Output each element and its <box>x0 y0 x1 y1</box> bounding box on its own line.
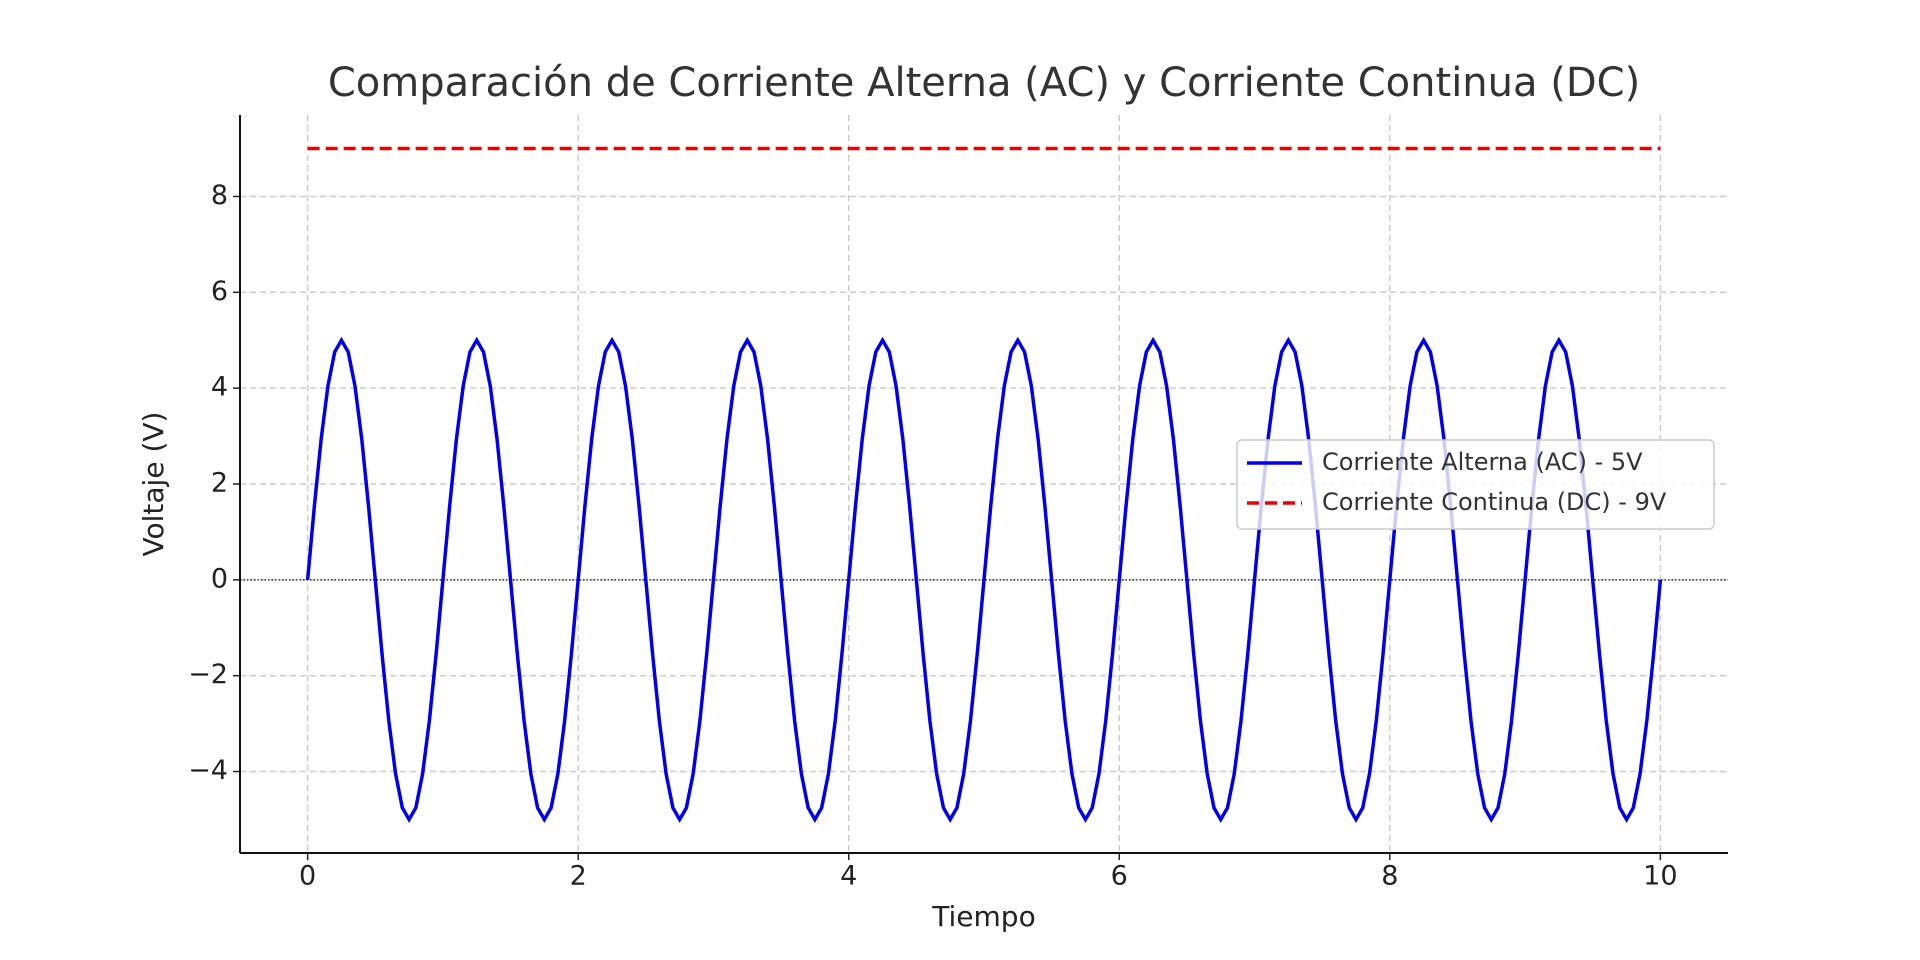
x-tick-label: 2 <box>570 861 587 892</box>
y-axis-label: Voltaje (V) <box>137 412 170 557</box>
x-tick-label: 6 <box>1111 861 1128 892</box>
legend-label: Corriente Alterna (AC) - 5V <box>1322 448 1643 476</box>
x-axis-label: Tiempo <box>931 900 1035 933</box>
x-tick-label: 4 <box>840 861 857 892</box>
y-tick-label: −2 <box>188 659 228 690</box>
legend-label: Corriente Continua (DC) - 9V <box>1322 488 1667 516</box>
x-tick-label: 10 <box>1643 861 1677 892</box>
series-line <box>305 336 1663 823</box>
legend-box <box>1236 439 1715 530</box>
y-tick-label: 0 <box>211 563 228 594</box>
y-tick-label: 2 <box>211 468 228 499</box>
y-tick-label: −4 <box>188 755 228 786</box>
y-tick-label: 4 <box>211 372 228 403</box>
y-tick-label: 8 <box>211 180 228 211</box>
legend: Corriente Alterna (AC) - 5V Corriente Con… <box>1236 439 1715 530</box>
y-tick-label: 6 <box>211 276 228 307</box>
x-tick-label: 0 <box>299 861 316 892</box>
chart-title: Comparación de Corriente Alterna (AC) y … <box>328 60 1640 106</box>
x-tick-label: 8 <box>1381 861 1398 892</box>
